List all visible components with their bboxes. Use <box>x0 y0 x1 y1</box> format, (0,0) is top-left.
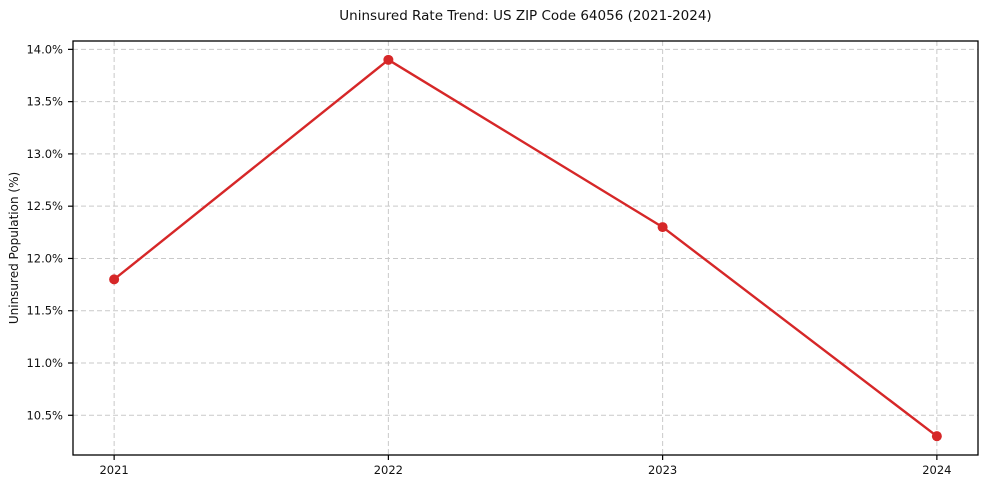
y-tick-label: 12.0% <box>26 251 63 265</box>
plot-border <box>72 40 979 456</box>
data-point-2023 <box>657 222 668 233</box>
y-tick-label: 11.0% <box>26 356 63 370</box>
trend-line <box>112 58 939 438</box>
y-tick-label: 13.5% <box>26 95 63 109</box>
x-tick-label: 2022 <box>374 463 403 477</box>
y-tick-label: 10.5% <box>26 408 63 422</box>
data-point-2024 <box>931 431 942 442</box>
chart-title: Uninsured Rate Trend: US ZIP Code 64056 … <box>339 8 712 24</box>
data-point-2022 <box>383 54 394 65</box>
x-tick-label: 2024 <box>922 463 951 477</box>
y-tick-label: 11.5% <box>26 304 63 318</box>
y-tick-label: 14.0% <box>26 42 63 56</box>
data-point-2021 <box>109 274 120 285</box>
x-tick-label: 2023 <box>648 463 677 477</box>
y-tick-label: 13.0% <box>26 147 63 161</box>
y-tick-label: 12.5% <box>26 199 63 213</box>
x-tick-label: 2021 <box>99 463 128 477</box>
